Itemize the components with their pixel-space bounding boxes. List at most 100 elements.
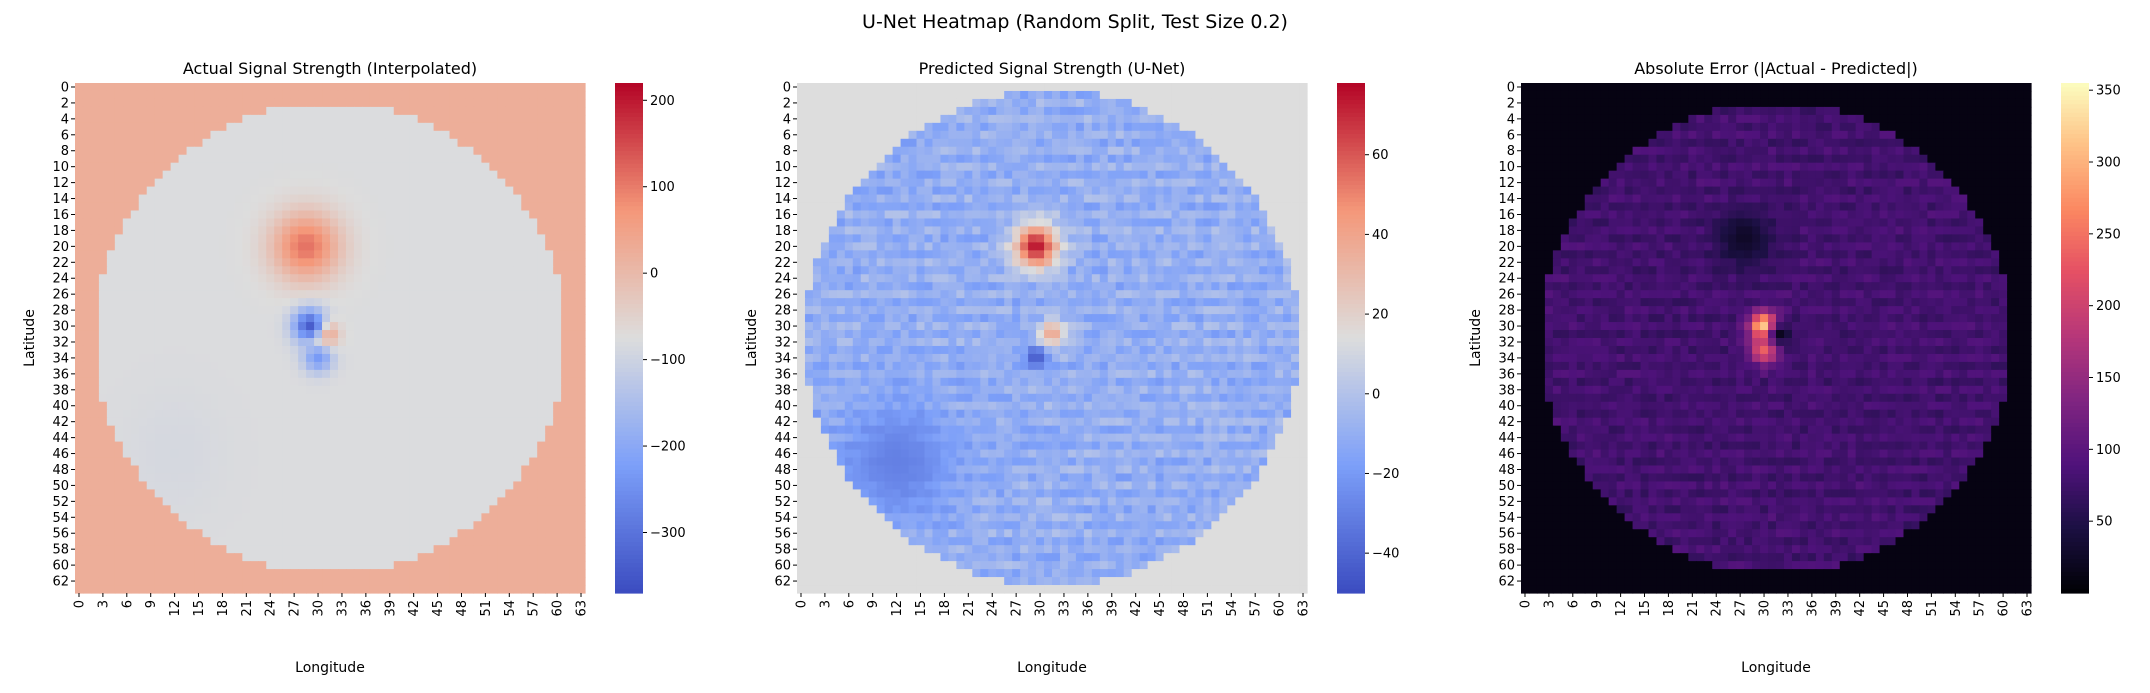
heatmap-cell xyxy=(545,234,554,243)
heatmap-cell xyxy=(409,282,419,291)
heatmap-cell xyxy=(425,545,435,554)
heatmap-cell xyxy=(868,130,878,140)
heatmap-cell xyxy=(82,290,92,299)
heatmap-cell xyxy=(82,186,92,196)
heatmap-cell xyxy=(138,561,148,570)
heatmap-cell xyxy=(433,234,443,243)
heatmap-cell xyxy=(266,433,275,443)
heatmap-cell xyxy=(106,202,116,212)
heatmap-cell xyxy=(940,154,950,164)
heatmap-cell xyxy=(409,353,419,363)
heatmap-cell xyxy=(322,258,331,267)
heatmap-cell xyxy=(298,290,307,299)
heatmap-cell xyxy=(330,90,339,100)
heatmap-cell xyxy=(361,353,371,363)
heatmap-cell xyxy=(545,489,554,498)
heatmap-cell xyxy=(529,154,538,164)
heatmap-cell xyxy=(481,441,490,451)
heatmap-cell xyxy=(322,130,331,140)
heatmap-cell xyxy=(521,481,530,491)
heatmap-cell xyxy=(489,106,498,116)
heatmap-cell xyxy=(561,106,570,116)
heatmap-cell xyxy=(497,242,506,251)
heatmap-cell xyxy=(306,98,315,108)
heatmap-cell xyxy=(545,114,554,124)
heatmap-cell xyxy=(337,569,347,578)
heatmap-cell xyxy=(218,314,228,323)
heatmap-cell xyxy=(385,202,395,212)
heatmap-cell xyxy=(290,322,299,331)
heatmap-cell xyxy=(146,122,156,132)
heatmap-cell xyxy=(1243,90,1252,100)
heatmap-cell xyxy=(1099,130,1109,140)
heatmap-cell xyxy=(1187,146,1197,156)
heatmap-cell xyxy=(106,425,116,435)
heatmap-cell xyxy=(170,361,180,371)
heatmap-cell xyxy=(114,497,124,506)
heatmap-cell xyxy=(377,322,387,331)
heatmap-cell xyxy=(75,537,84,546)
heatmap-cell xyxy=(465,202,475,212)
heatmap-cell xyxy=(473,106,483,116)
heatmap-cell xyxy=(170,377,180,387)
heatmap-cell xyxy=(274,473,283,483)
heatmap-cell xyxy=(505,553,514,562)
heatmap-cell xyxy=(202,218,212,228)
heatmap-cell xyxy=(114,425,124,435)
heatmap-cell xyxy=(290,417,299,427)
heatmap-cell xyxy=(162,274,172,283)
heatmap-cell xyxy=(996,146,1005,156)
heatmap-cell xyxy=(529,441,538,451)
heatmap-cell xyxy=(154,114,164,124)
heatmap-cell xyxy=(75,457,84,467)
heatmap-cell xyxy=(82,401,92,411)
heatmap-cell xyxy=(353,338,363,347)
heatmap-cell xyxy=(154,330,164,339)
heatmap-cell xyxy=(1131,154,1141,164)
heatmap-cell xyxy=(497,130,506,140)
heatmap-cell xyxy=(1291,90,1300,100)
heatmap-cell xyxy=(505,162,514,172)
heatmap-cell xyxy=(138,90,148,100)
heatmap-cell xyxy=(577,314,586,323)
heatmap-cell xyxy=(162,465,172,475)
heatmap-cell xyxy=(385,385,395,395)
heatmap-cell xyxy=(258,497,267,506)
heatmap-cell xyxy=(186,353,196,363)
heatmap-cell xyxy=(178,226,188,236)
heatmap-cell xyxy=(298,425,307,435)
heatmap-cell xyxy=(457,457,467,467)
heatmap-cell xyxy=(314,290,323,299)
heatmap-cell xyxy=(521,210,530,220)
heatmap-cell xyxy=(545,505,554,514)
heatmap-cell xyxy=(537,361,546,371)
heatmap-cell xyxy=(194,561,204,570)
heatmap-cell xyxy=(521,83,530,92)
heatmap-cell xyxy=(154,481,164,491)
heatmap-cell xyxy=(345,210,355,220)
heatmap-cell xyxy=(505,210,514,220)
heatmap-cell xyxy=(114,250,124,259)
y-tick-label: 12 xyxy=(52,176,69,191)
heatmap-cell xyxy=(812,114,822,124)
heatmap-cell xyxy=(529,481,538,491)
heatmap-cell xyxy=(481,569,490,578)
heatmap-cell xyxy=(561,146,570,156)
heatmap-cell xyxy=(114,569,124,578)
heatmap-cell xyxy=(154,377,164,387)
heatmap-cell xyxy=(425,266,435,275)
heatmap-cell xyxy=(306,505,315,514)
heatmap-cell xyxy=(90,266,100,275)
heatmap-cell xyxy=(417,521,427,530)
heatmap-cell xyxy=(250,345,259,355)
colorbar-segment xyxy=(615,95,643,101)
heatmap-cell xyxy=(330,577,339,586)
heatmap-cell xyxy=(242,338,251,347)
heatmap-cell xyxy=(385,106,395,116)
heatmap-cell xyxy=(545,513,554,522)
heatmap-cell xyxy=(210,146,220,156)
heatmap-cell xyxy=(836,130,846,140)
heatmap-cell xyxy=(529,306,538,315)
colorbar-tick-label: −200 xyxy=(650,440,686,455)
heatmap-cell xyxy=(521,377,530,387)
